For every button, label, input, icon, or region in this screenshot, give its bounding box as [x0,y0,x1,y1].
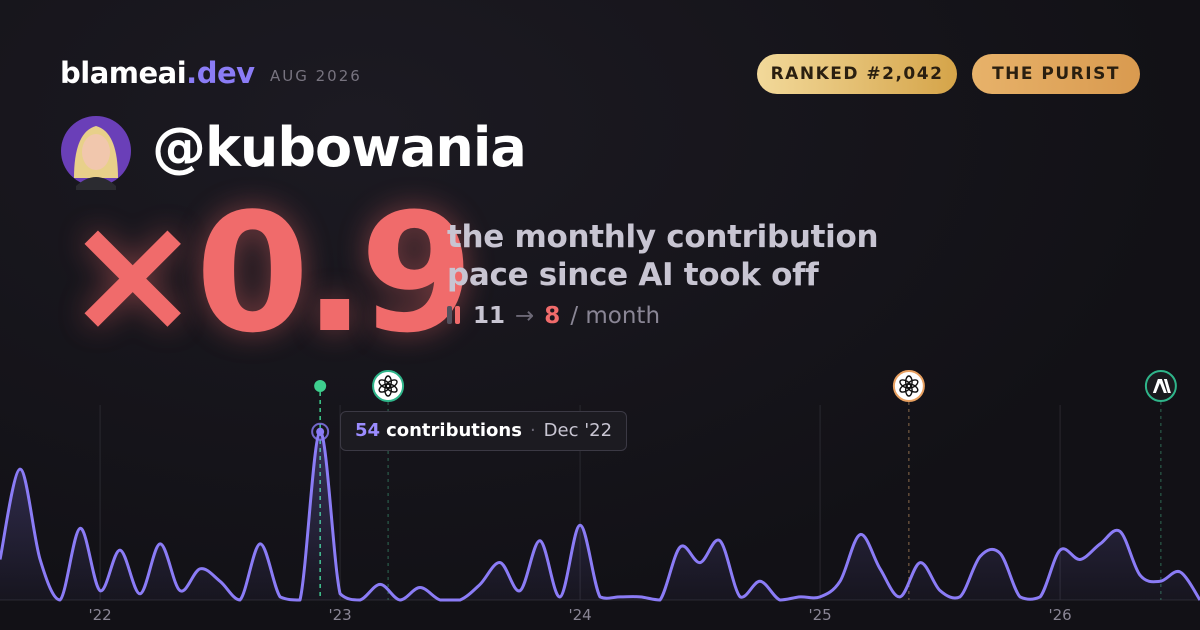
tooltip-value: 54 [355,420,381,441]
x-tick-label: '26 [1048,606,1071,624]
pace: 11 → 8 / month [447,303,660,330]
description: the monthly contribution [447,219,879,255]
brand-name: blameai [60,56,187,90]
logo-petal [899,379,912,389]
rank-badge: RANKED #2,042 [757,54,957,94]
event-logo [1152,379,1171,393]
tooltip-separator: · [529,420,536,441]
event-logo [378,375,398,397]
tooltip: 54 contributions · Dec '22 [340,411,628,451]
multiplier: ×0.9 [64,178,474,369]
pace-before: 11 [473,303,506,329]
tooltip-date: Dec '22 [543,420,613,441]
highlight-ring [311,422,330,441]
event-icon [372,370,405,402]
logo-mark [1152,379,1171,393]
x-tick-label: '24 [568,606,591,624]
event-icon [1144,370,1177,402]
logo-petal [378,379,391,389]
event-icon [892,370,925,402]
line [0,430,1200,602]
pace-unit: / month [570,303,661,329]
highlight-point [316,427,325,436]
description: pace since AI took off [447,257,819,293]
x-tick-label: '22 [88,606,111,624]
x-tick-label: '23 [328,606,351,624]
handle: @kubowania [152,116,527,179]
event-dot [314,380,327,392]
area [0,431,1200,600]
brand-tld: .dev [186,56,255,90]
tooltip-unit: contributions [386,420,522,441]
x-tick-label: '25 [808,606,831,624]
persona-badge: THE PURIST [972,54,1140,94]
pace-arrow: → [515,303,535,329]
brand: blameai.dev [60,56,255,90]
event-logo [899,375,919,397]
pace-after: 8 [544,303,561,329]
pace-icon [447,304,463,330]
period: AUG 2026 [270,67,362,85]
avatar [61,116,131,190]
